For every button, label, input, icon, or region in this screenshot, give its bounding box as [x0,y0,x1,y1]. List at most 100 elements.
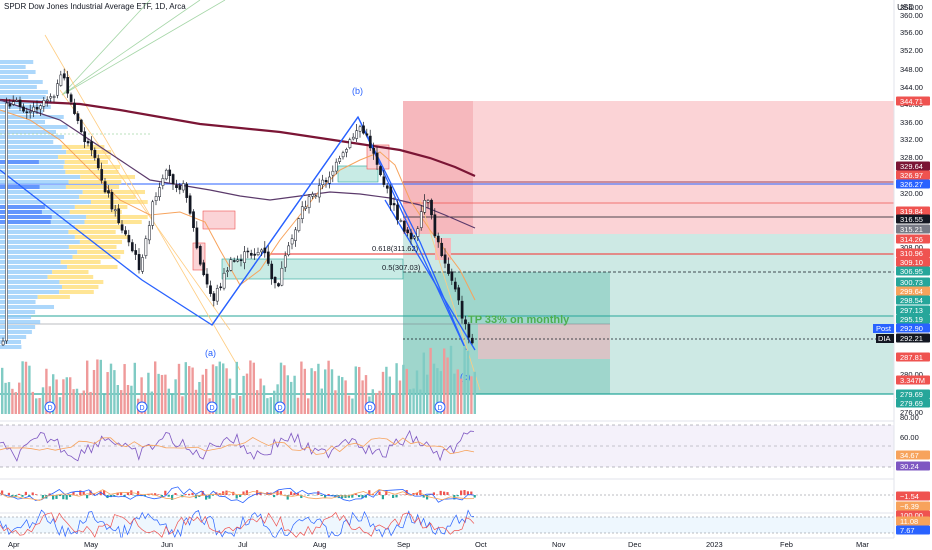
chart-title[interactable]: SPDR Dow Jones Industrial Average ETF, 1… [4,2,186,11]
target-label: TP 33% on monthly [468,314,570,326]
dividend-marker[interactable]: D [136,401,148,413]
macd-hist-bar [99,491,102,495]
candle-body [263,247,267,254]
volume-bar [72,389,75,414]
dividend-marker[interactable]: D [206,401,218,413]
macd-hist-bar [201,490,204,495]
volume-bar [133,362,136,414]
candle-body [355,130,359,139]
macd-hist-bar [35,494,38,495]
svg-text:−1.54: −1.54 [900,492,919,501]
vp-bar [58,155,111,159]
volume-bar [320,388,323,414]
macd-hist-bar [245,490,248,495]
volume-bar [337,375,340,414]
candle-body [232,260,236,262]
vp-bar [68,180,122,184]
macd-hist-bar [143,495,146,497]
vp-bar [0,105,51,109]
volume-bar [395,363,398,414]
price-tag: 279.69 [896,389,930,399]
rsi-tick: 80.00 [900,413,919,422]
stop-loss-zone[interactable] [403,101,894,234]
dividend-marker[interactable]: D [364,401,376,413]
dividend-marker[interactable]: D [434,401,446,413]
candle-body [147,225,151,241]
dividend-marker[interactable]: D [44,401,56,413]
macd-hist-bar [89,490,92,495]
price-tag: 329.64 [896,161,930,171]
volume-bar [426,374,429,414]
volume-bar [409,389,412,414]
vp-bar [0,235,75,239]
volume-bar [470,376,473,414]
gann-fan[interactable] [61,0,226,96]
macd-hist-bar [324,495,327,499]
time-axis[interactable] [0,538,932,550]
candle-body [62,73,66,79]
stop-zone-active[interactable] [403,101,473,234]
vp-bar [82,190,145,194]
vp-bar [0,330,32,334]
stoch-tag: 7.67 [896,525,930,535]
vp-bar [0,140,54,144]
loss-zone-active[interactable] [478,324,610,359]
vp-bar [0,260,61,264]
macd-hist-bar [446,492,449,495]
svg-text:310.96: 310.96 [900,249,923,258]
volume-bar [283,365,286,414]
channel-line-3[interactable] [384,199,476,351]
macd-hist-bar [456,495,459,497]
candle-body [1,340,5,346]
candle-body [141,257,144,272]
candle-body [385,185,389,189]
candle-body [311,193,314,197]
price-tag: 319.84 [896,206,930,216]
volume-bar [252,362,255,414]
vp-bar [0,325,36,329]
volume-bar [86,360,89,414]
volume-bar [126,384,130,414]
candle-body [49,96,53,99]
price-tag: 297.13 [896,305,930,315]
candle-body [246,250,250,253]
macd-hist-bar [126,492,129,495]
vp-bar [0,115,64,119]
volume-bar [449,345,453,414]
wave-a-label: (a) [205,348,216,358]
macd-hist-bar [24,491,27,495]
volume-bar [116,385,119,414]
candle-body [419,211,423,228]
volume-bar [402,364,405,414]
volume-bar [286,375,289,414]
candle-body [188,195,192,214]
channel-line-1[interactable] [211,116,359,326]
vp-bar [60,260,101,264]
vp-bar [0,345,22,349]
volume-bar [79,393,82,414]
candle-body [389,186,393,206]
volume-bar [215,366,218,414]
vp-bar [86,215,148,219]
vp-bar [68,230,116,234]
post-label: Post [873,324,894,333]
price-tick: 308.00 [900,243,923,252]
candlesticks [1,68,474,346]
vp-bar [52,270,89,274]
candle-body [314,195,318,197]
macd-hist-bar [327,493,330,495]
candle-body [338,157,342,162]
volume-bar [1,367,4,414]
candle-body [93,149,97,158]
dividend-marker[interactable]: D [274,401,286,413]
vp-bar [90,200,148,204]
vp-bar [84,220,142,224]
svg-text:−6.39: −6.39 [900,502,919,511]
macd-hist-bar [174,493,177,495]
svg-text:279.69: 279.69 [900,399,923,408]
volume-bar [412,388,415,414]
candle-body [219,286,223,289]
volume-bar [392,394,395,414]
volume-bar [194,389,198,414]
